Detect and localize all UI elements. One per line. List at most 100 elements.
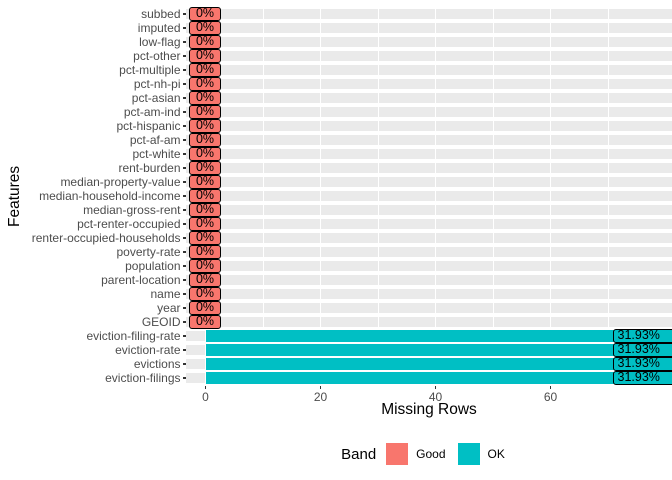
y-axis-label: pct-hispanic xyxy=(116,118,181,133)
y-axis-tick xyxy=(182,41,186,43)
gridline xyxy=(549,7,552,385)
y-axis-tick xyxy=(182,321,186,323)
y-axis-label: pct-asian xyxy=(131,90,181,105)
y-axis-tick xyxy=(182,363,186,365)
gridline xyxy=(492,7,494,385)
bar-value-label: 0% xyxy=(189,259,221,273)
gridline xyxy=(434,7,437,385)
y-axis-tick xyxy=(182,153,186,155)
y-axis-label: imputed xyxy=(137,20,181,35)
y-axis-label: median-property-value xyxy=(60,174,181,189)
row-strip xyxy=(186,176,672,188)
y-axis-label: pct-nh-pi xyxy=(133,76,181,91)
y-axis-label: GEOID xyxy=(141,314,181,329)
y-axis-tick xyxy=(182,13,186,15)
row-strip xyxy=(186,190,672,202)
row-strip xyxy=(186,162,672,174)
x-tick-label: 20 xyxy=(313,390,328,404)
y-axis-label: parent-location xyxy=(101,272,181,287)
y-axis-tick xyxy=(182,265,186,267)
y-axis-tick xyxy=(182,111,186,113)
bar-value-label: 0% xyxy=(189,161,221,175)
y-axis-label: eviction-filing-rate xyxy=(86,328,181,343)
y-axis-tick xyxy=(182,195,186,197)
bar-value-label: 0% xyxy=(189,35,221,49)
y-axis-tick xyxy=(182,223,186,225)
legend-label-good: Good xyxy=(416,447,446,461)
legend-title: Band xyxy=(341,445,377,463)
bar-value-label: 31.93% xyxy=(612,357,672,371)
row-strip xyxy=(186,148,672,160)
bar-value-label: 31.93% xyxy=(612,371,672,385)
y-axis-label: renter-occupied-households xyxy=(31,230,181,245)
y-axis-label: population xyxy=(125,258,181,273)
legend-key-ok: OK xyxy=(457,443,509,465)
bar-value-label: 0% xyxy=(189,119,221,133)
legend-swatch-good-icon xyxy=(386,443,409,465)
y-axis-tick xyxy=(182,139,186,141)
y-axis-label: pct-renter-occupied xyxy=(77,216,181,231)
bar-value-label: 0% xyxy=(189,77,221,91)
y-axis-label: low-flag xyxy=(139,34,181,49)
y-axis-tick xyxy=(182,181,186,183)
row-strip xyxy=(186,204,672,216)
y-axis-tick xyxy=(182,335,186,337)
gridline xyxy=(319,7,322,385)
legend-swatch-ok-icon xyxy=(457,443,480,465)
bar-value-label: 0% xyxy=(189,203,221,217)
y-axis-label: subbed xyxy=(141,6,181,21)
y-axis-label: eviction-filings xyxy=(105,370,181,385)
y-axis-label: pct-af-am xyxy=(129,132,181,147)
bar-value-label: 0% xyxy=(189,7,221,21)
bar-value-label: 0% xyxy=(189,273,221,287)
y-axis-tick xyxy=(182,279,186,281)
x-tick-label: 0 xyxy=(202,390,209,404)
y-axis-label: pct-other xyxy=(133,48,181,63)
y-axis-label: rent-burden xyxy=(118,160,181,175)
x-tick-label: 60 xyxy=(543,390,558,404)
row-strip xyxy=(186,120,672,132)
bar-value-label: 31.93% xyxy=(612,329,672,343)
row-strip xyxy=(186,8,672,20)
y-axis-label: name xyxy=(150,286,181,301)
bar-value-label: 0% xyxy=(189,91,221,105)
bar-value-label: 0% xyxy=(189,301,221,315)
y-axis-tick xyxy=(182,97,186,99)
y-axis-tick xyxy=(182,251,186,253)
row-strip xyxy=(186,232,672,244)
bar-value-label: 0% xyxy=(189,231,221,245)
bar-value-label: 0% xyxy=(189,189,221,203)
row-strip xyxy=(186,260,672,272)
feature-bar xyxy=(205,358,672,370)
row-strip xyxy=(186,92,672,104)
y-axis-label: pct-am-ind xyxy=(123,104,181,119)
row-strip xyxy=(186,50,672,62)
legend-key-good: Good xyxy=(386,443,449,465)
feature-bar xyxy=(205,344,672,356)
y-axis-tick xyxy=(182,293,186,295)
y-axis-tick xyxy=(182,209,186,211)
legend: Band Good OK xyxy=(186,441,672,467)
y-axis-tick xyxy=(182,349,186,351)
row-strip xyxy=(186,302,672,314)
row-strip xyxy=(186,218,672,230)
feature-bar xyxy=(205,372,672,384)
bar-value-label: 0% xyxy=(189,287,221,301)
x-axis-tick xyxy=(204,385,207,389)
y-axis-tick xyxy=(182,167,186,169)
row-strip xyxy=(186,36,672,48)
y-axis-label: evictions xyxy=(133,356,181,371)
y-axis-label: year xyxy=(157,300,181,315)
y-axis-label: median-household-income xyxy=(39,188,181,203)
legend-label-ok: OK xyxy=(487,447,505,461)
bar-value-label: 0% xyxy=(189,21,221,35)
row-strip xyxy=(186,106,672,118)
gridline xyxy=(607,7,609,385)
y-axis-tick xyxy=(182,27,186,29)
y-axis-tick xyxy=(182,307,186,309)
bar-value-label: 0% xyxy=(189,133,221,147)
row-strip xyxy=(186,316,672,328)
y-axis-title: Features xyxy=(6,165,23,227)
